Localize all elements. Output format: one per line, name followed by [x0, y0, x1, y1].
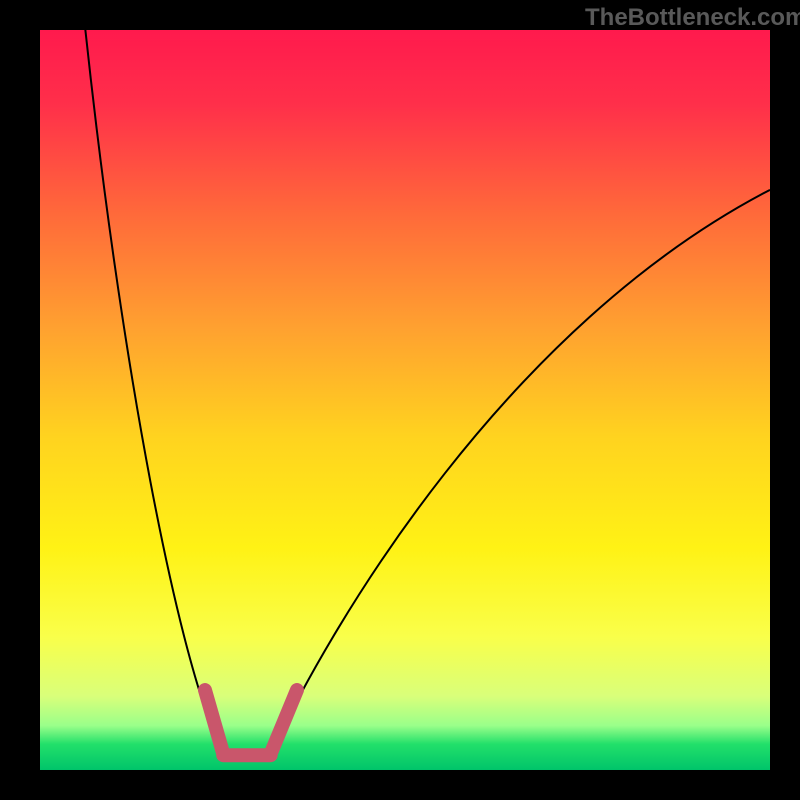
watermark-text: TheBottleneck.com [585, 4, 800, 32]
chart-svg [40, 30, 770, 770]
plot-area [40, 30, 770, 770]
plot-background [40, 30, 770, 770]
